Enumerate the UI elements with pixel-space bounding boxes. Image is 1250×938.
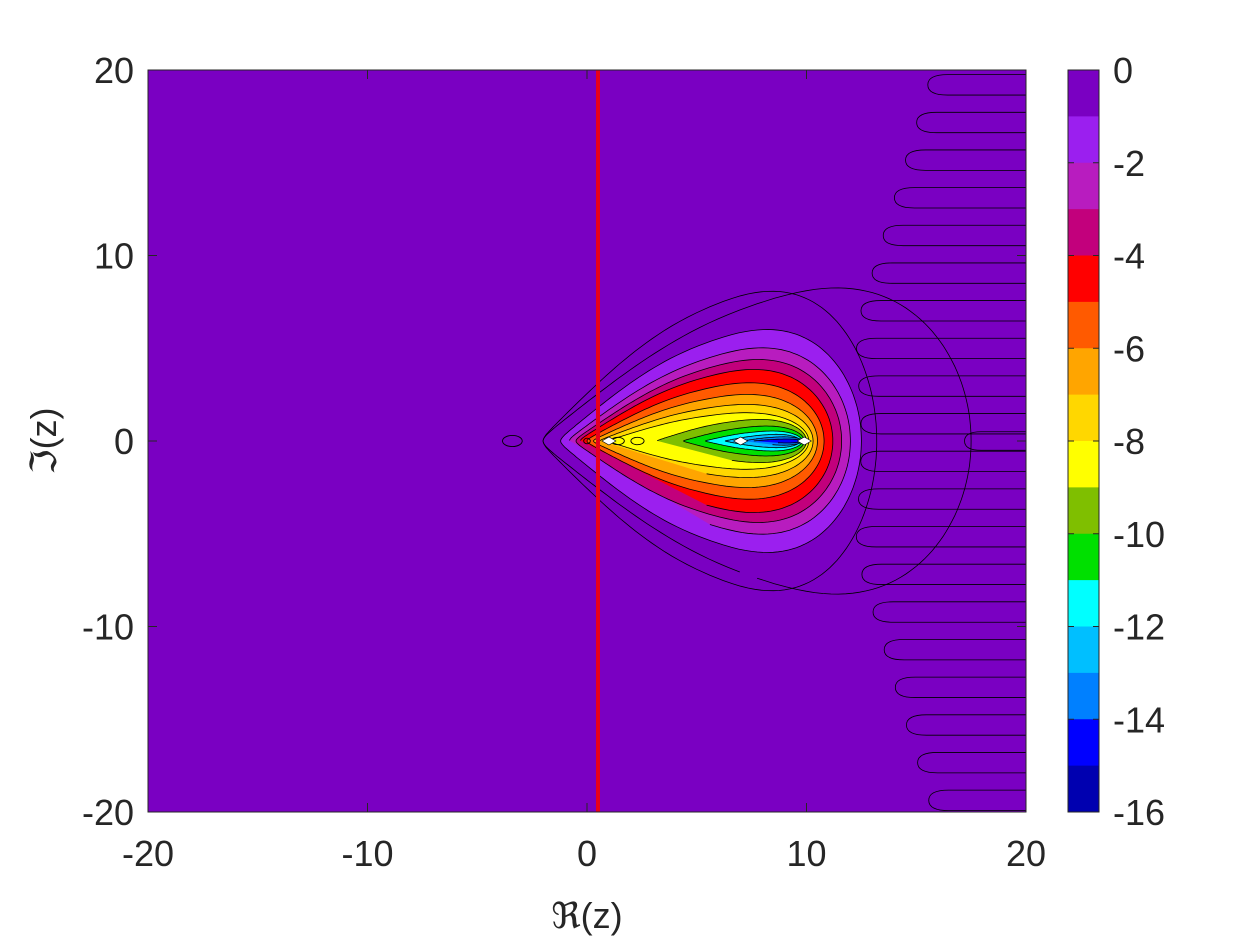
colorbar-swatch (1068, 487, 1099, 535)
colorbar-swatch (1068, 765, 1099, 813)
edge-contour-line (916, 111, 1026, 134)
edge-contour-line (883, 639, 1026, 661)
small-contour (583, 437, 591, 445)
white-marker (733, 436, 749, 446)
colorbar-swatch (1068, 441, 1099, 488)
contour-regions (542, 287, 972, 595)
edge-contour-line (871, 262, 1026, 284)
colorbar-tick-label: -2 (1113, 143, 1145, 184)
colorbar-swatch (1068, 116, 1099, 164)
edge-contour-line (906, 714, 1026, 736)
colorbar-tick-label: -4 (1113, 236, 1145, 277)
edge-contour-line (858, 488, 1026, 510)
small-contour (502, 434, 523, 448)
x-tick-label: -10 (341, 833, 393, 874)
colorbar-swatch (1068, 162, 1099, 210)
small-contour-features (502, 434, 645, 448)
edge-contour-line (861, 563, 1026, 585)
colorbar-swatch (1068, 533, 1099, 581)
white-marker (796, 436, 812, 446)
contour-line-outer (542, 287, 972, 595)
edge-contour-lines (855, 74, 1026, 811)
edge-contour-line (917, 752, 1026, 774)
small-contour (630, 436, 645, 446)
colorbar-swatch (1068, 394, 1099, 442)
colorbar-tick-label: 0 (1113, 50, 1133, 91)
colorbar-swatch (1068, 209, 1099, 256)
x-tick-label: 10 (786, 833, 826, 874)
colorbar-tick-label: -14 (1113, 699, 1165, 740)
y-axis: -20 -10 0 10 20 (82, 50, 1026, 833)
edge-contour-line (855, 526, 1026, 548)
edge-contour-line (872, 601, 1026, 623)
colorbar-swatch (1068, 672, 1099, 720)
edge-contour-line (893, 187, 1026, 209)
colorbar-tick-label: -10 (1113, 514, 1165, 555)
edge-contour-line (860, 450, 1026, 473)
y-tick-label: 20 (94, 50, 134, 91)
edge-contour-line (928, 789, 1026, 811)
y-tick-label: 10 (94, 236, 134, 277)
colorbar-tick-label: -6 (1113, 328, 1145, 369)
colorbar-swatch (1068, 255, 1099, 303)
edge-contour-line (964, 431, 1026, 451)
white-markers (601, 436, 812, 446)
edge-contour-line (858, 375, 1026, 397)
x-tick-label: -20 (122, 833, 174, 874)
colorbar-swatch (1068, 70, 1099, 117)
colorbar: 0 -2 -4 -6 -8 -10 -12 -14 -16 (1067, 50, 1165, 833)
edge-contour-line (882, 224, 1026, 247)
x-axis-label: ℜ(z) (551, 895, 622, 936)
x-axis: -20 -10 0 10 20 (122, 70, 1046, 874)
contour-region-15 (753, 438, 803, 444)
colorbar-swatch (1068, 301, 1099, 349)
colorbar-swatch (1068, 719, 1099, 767)
white-marker (601, 436, 617, 446)
y-axis-label: ℑ(z) (23, 407, 64, 474)
colorbar-swatch (1068, 626, 1099, 674)
plot-area (147, 69, 1027, 813)
edge-contour-line (860, 413, 1026, 435)
y-tick-label: -20 (82, 792, 134, 833)
colorbar-tick-label: -12 (1113, 607, 1165, 648)
x-tick-label: 0 (577, 833, 597, 874)
edge-contour-line (860, 300, 1026, 322)
y-tick-label: -10 (82, 607, 134, 648)
edge-contour-line (927, 74, 1026, 96)
edge-contour-line (894, 676, 1026, 698)
colorbar-tick-label: -16 (1113, 792, 1165, 833)
edge-contour-line (905, 149, 1026, 171)
colorbar-swatch (1068, 580, 1099, 627)
colorbar-tick-label: -8 (1113, 421, 1145, 462)
x-tick-label: 20 (1006, 833, 1046, 874)
colorbar-swatch (1068, 348, 1099, 396)
y-tick-label: 0 (114, 421, 134, 462)
edge-contour-line (856, 337, 1026, 360)
